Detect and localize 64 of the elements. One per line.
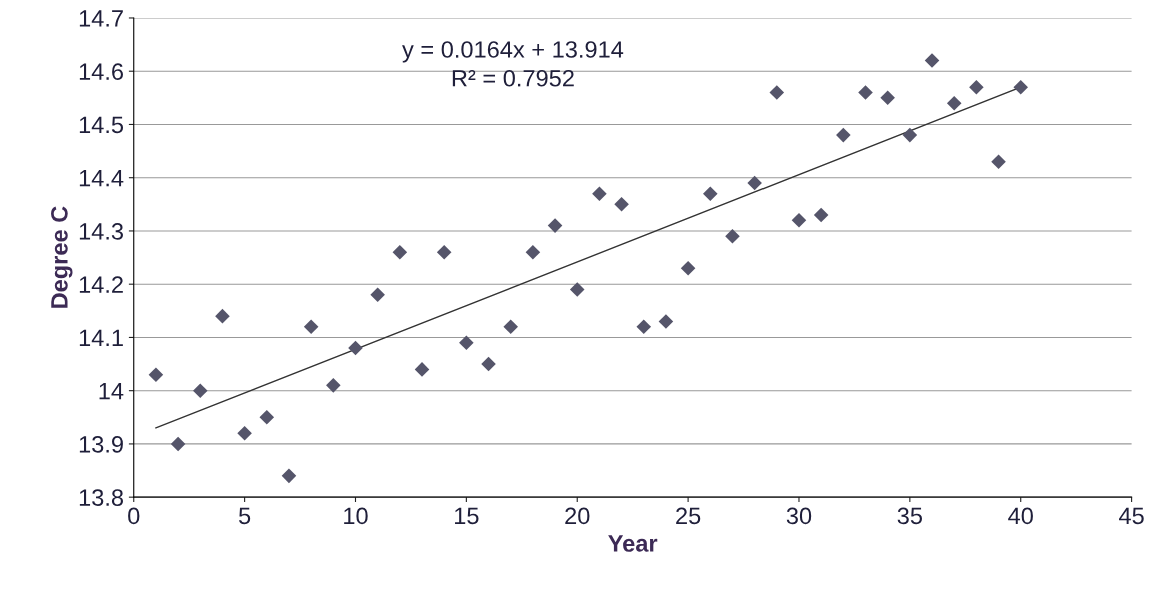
point — [858, 85, 873, 100]
annotation: R² = 0.7952 — [452, 69, 574, 87]
point — [414, 362, 430, 377]
point — [924, 53, 940, 68]
point — [436, 244, 452, 260]
point — [148, 367, 164, 382]
x-tick-label: 30 — [786, 507, 812, 525]
x-tick-label: 0 — [128, 507, 140, 525]
annotation: y = 0.0164x + 13.914 — [402, 41, 624, 63]
x-tick-label: 15 — [455, 507, 479, 525]
point — [1013, 79, 1029, 95]
point — [326, 378, 341, 393]
point — [614, 197, 629, 212]
x-tick-label: 25 — [676, 507, 701, 525]
y-tick-label: 14.4 — [79, 170, 124, 187]
y-tick-label: 13.9 — [79, 435, 123, 453]
point — [303, 319, 319, 335]
y-tick-label: 14.6 — [79, 63, 123, 80]
y-axis-title: Degree C — [51, 206, 73, 308]
point — [569, 282, 585, 297]
x-axis-title: Year — [608, 535, 658, 552]
point — [392, 244, 408, 260]
point — [703, 186, 718, 201]
y-tick-label: 14 — [99, 382, 124, 400]
point — [725, 228, 740, 244]
x-tick-label: 35 — [897, 507, 922, 525]
point — [281, 468, 297, 484]
y-tick-label: 14.5 — [79, 116, 124, 134]
y-tick-label: 14.2 — [79, 276, 123, 293]
point — [658, 314, 674, 329]
point — [370, 287, 385, 303]
point — [459, 335, 474, 351]
y-tick-label: 14.7 — [79, 10, 123, 27]
x-tick-label: 45 — [1119, 507, 1144, 525]
point — [969, 79, 984, 95]
x-tick-label: 20 — [565, 507, 590, 525]
point — [592, 186, 607, 201]
point — [991, 154, 1006, 170]
point — [791, 213, 807, 228]
point — [836, 127, 851, 143]
y-tick-label: 14.3 — [79, 223, 123, 240]
point — [259, 410, 275, 425]
point — [348, 340, 363, 356]
point — [880, 90, 895, 106]
point — [769, 85, 785, 100]
x-tick-label: 40 — [1008, 507, 1033, 525]
point — [747, 175, 762, 191]
point — [503, 319, 518, 335]
y-tick-label: 14.1 — [79, 329, 123, 346]
x-tick-label: 10 — [344, 507, 368, 525]
point — [636, 319, 652, 335]
point — [547, 218, 563, 233]
point — [481, 356, 496, 372]
point — [902, 127, 918, 143]
point — [813, 207, 829, 223]
point — [946, 95, 962, 111]
point — [192, 383, 208, 398]
x-tick-label: 5 — [239, 507, 251, 525]
y-tick-label: 13.8 — [79, 489, 123, 506]
point — [215, 308, 230, 324]
point — [170, 436, 186, 452]
point — [237, 425, 252, 441]
point — [680, 260, 696, 276]
point — [525, 244, 541, 260]
